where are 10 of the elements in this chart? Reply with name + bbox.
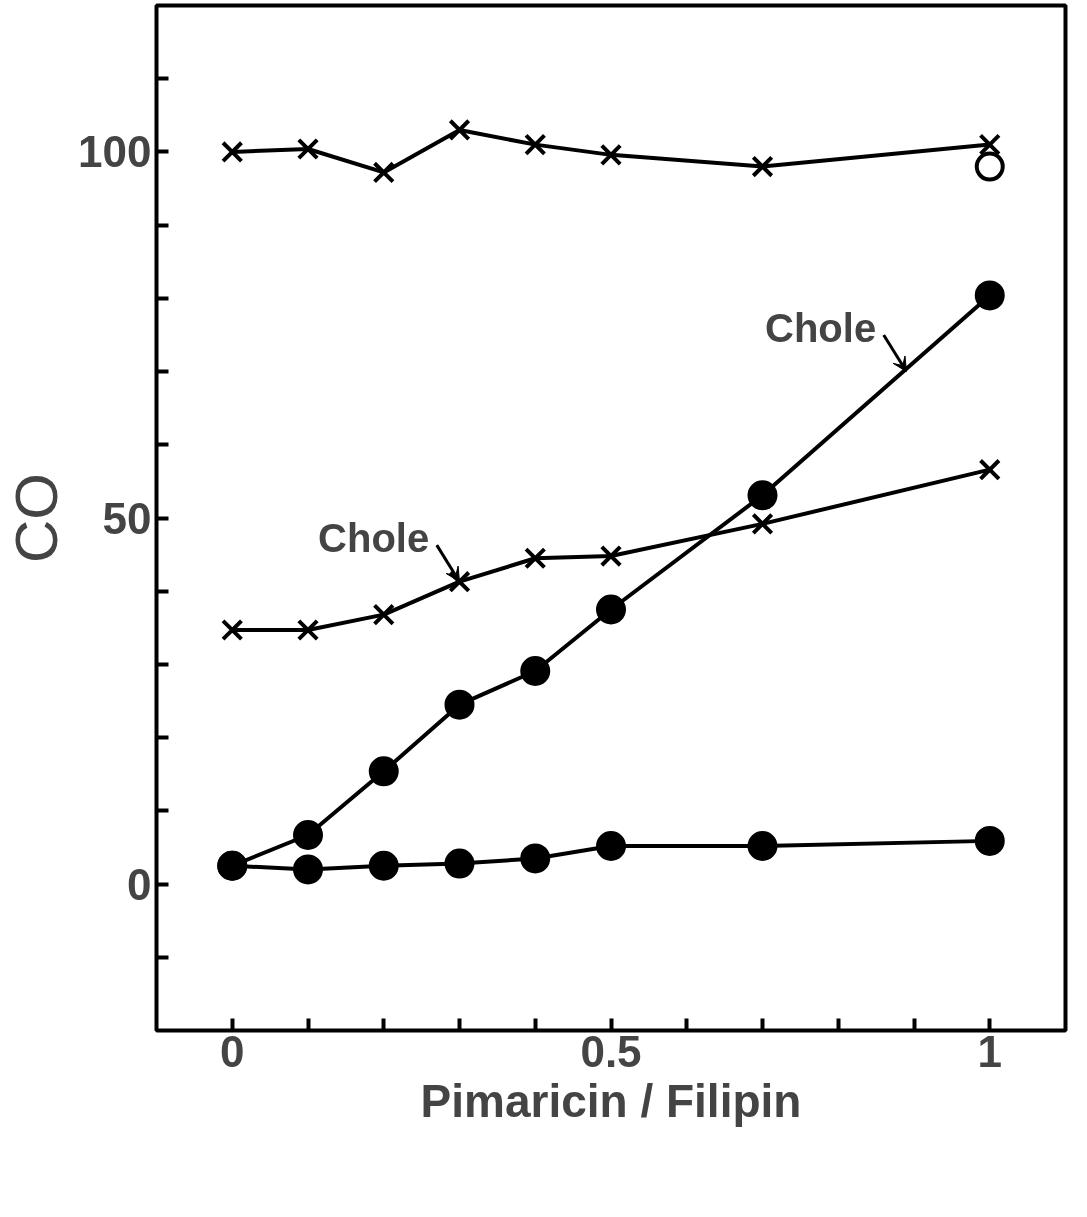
y-tick-label: 0 bbox=[127, 859, 152, 909]
x-axis-title: Pimaricin / Filipin bbox=[420, 1074, 802, 1127]
annotation: Chole bbox=[765, 305, 877, 350]
y-tick-label: 50 bbox=[102, 493, 152, 543]
y-axis-title: CO bbox=[3, 473, 71, 563]
x-tick-label: 0.5 bbox=[580, 1026, 642, 1076]
y-tick-label: 100 bbox=[78, 127, 152, 177]
x-tick-label: 0 bbox=[220, 1026, 245, 1076]
x-tick-label: 1 bbox=[977, 1026, 1002, 1076]
annotation: Chole bbox=[318, 515, 430, 560]
